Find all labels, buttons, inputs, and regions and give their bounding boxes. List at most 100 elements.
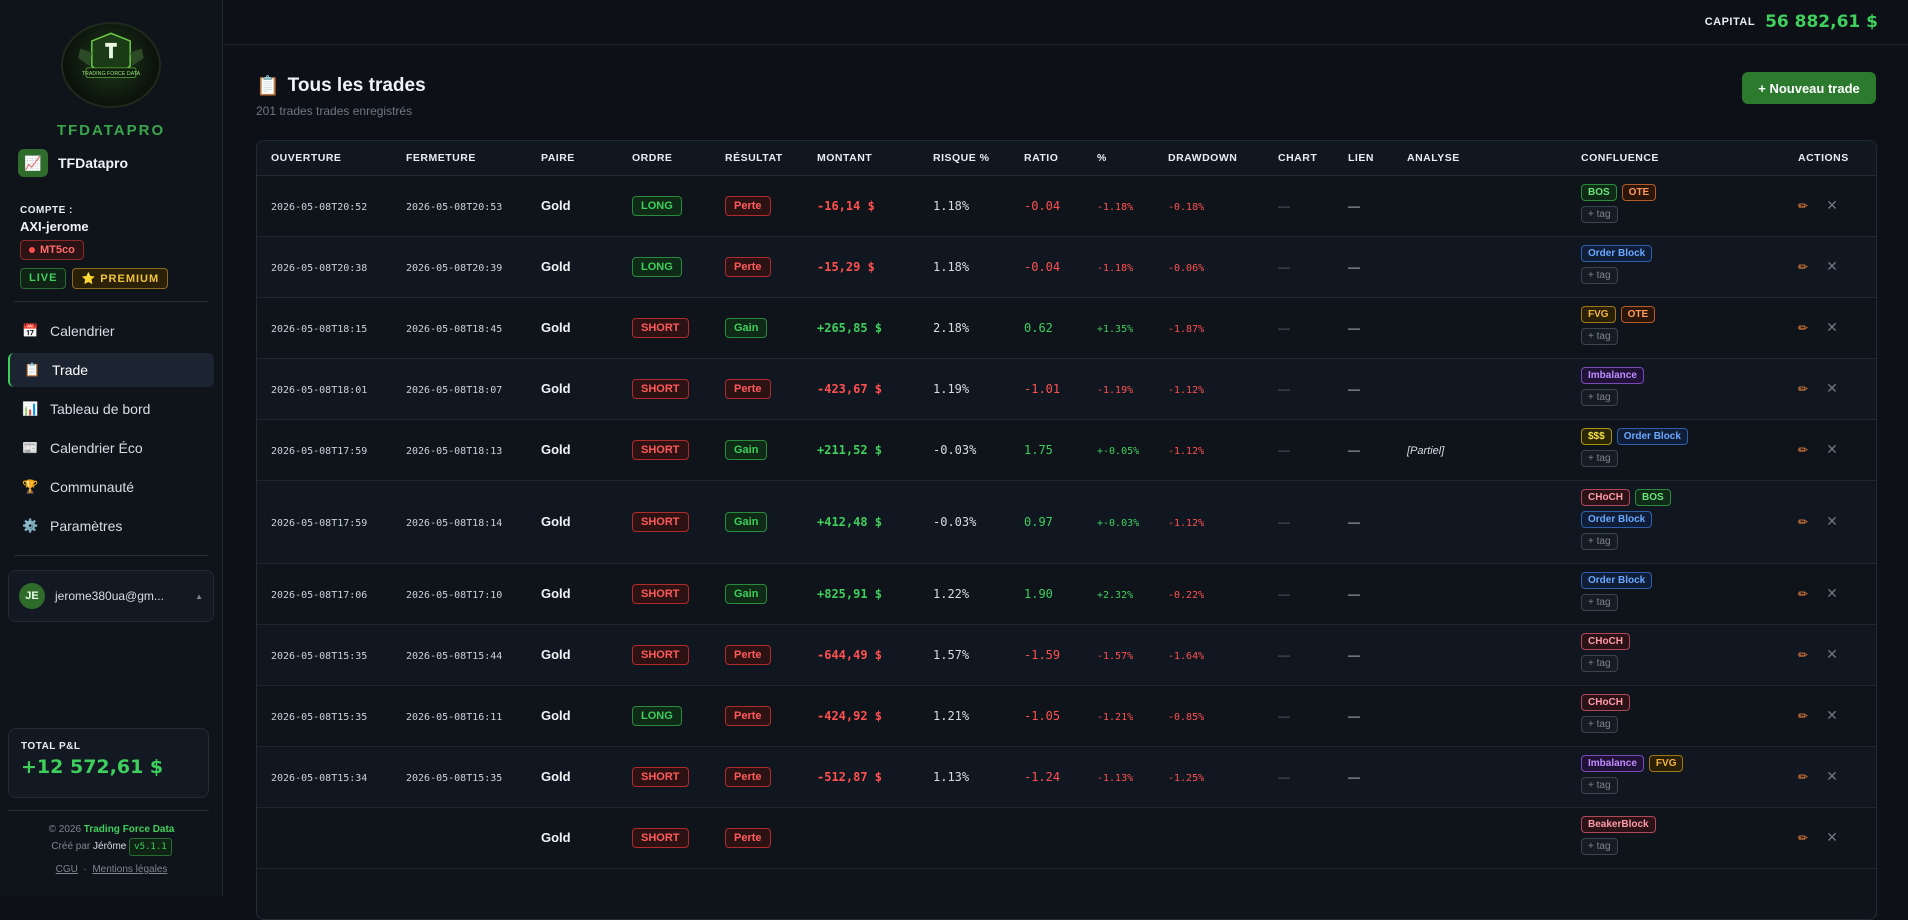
table-row[interactable]: 2026-05-08T18:01 2026-05-08T18:07 Gold SHOR… bbox=[257, 358, 1876, 420]
confluence-tag[interactable]: OTE bbox=[1620, 305, 1656, 323]
edit-pencil-icon[interactable]: ✏ bbox=[1798, 198, 1809, 213]
nav-item-parametres[interactable]: ⚙️ Paramètres bbox=[8, 509, 214, 543]
column-header[interactable]: RÉSULTAT bbox=[711, 141, 803, 176]
confluence-tag[interactable]: $$$ bbox=[1581, 427, 1612, 445]
external-link[interactable]: — bbox=[1348, 259, 1360, 274]
chart-link[interactable]: — bbox=[1278, 442, 1290, 457]
confluence-tag[interactable]: BOS bbox=[1581, 183, 1617, 201]
column-header[interactable]: % bbox=[1083, 141, 1154, 176]
nav-item-trade[interactable]: 📋 Trade bbox=[8, 353, 214, 387]
close-icon[interactable]: ✕ bbox=[1826, 829, 1838, 845]
confluence-tag[interactable]: Imbalance bbox=[1581, 754, 1644, 772]
column-header[interactable]: RATIO bbox=[1010, 141, 1083, 176]
column-header[interactable]: LIEN bbox=[1334, 141, 1393, 176]
external-link[interactable]: — bbox=[1348, 647, 1360, 662]
edit-pencil-icon[interactable]: ✏ bbox=[1798, 381, 1809, 396]
table-row[interactable]: 2026-05-08T17:59 2026-05-08T18:14 Gold SHOR… bbox=[257, 480, 1876, 564]
column-header[interactable]: RISQUE % bbox=[919, 141, 1010, 176]
confluence-tag[interactable]: CHoCH bbox=[1581, 693, 1630, 711]
confluence-tag[interactable]: CHoCH bbox=[1581, 632, 1630, 650]
close-icon[interactable]: ✕ bbox=[1826, 707, 1838, 723]
cgu-link[interactable]: CGU bbox=[55, 864, 78, 875]
table-row[interactable]: 2026-05-08T15:34 2026-05-08T15:35 Gold SHOR… bbox=[257, 746, 1876, 808]
external-link[interactable]: — bbox=[1348, 586, 1360, 601]
add-tag-button[interactable]: + tag bbox=[1581, 327, 1618, 345]
chart-link[interactable]: — bbox=[1278, 708, 1290, 723]
nav-item-calendrier-eco[interactable]: 📰 Calendrier Éco bbox=[8, 431, 214, 465]
table-row[interactable]: 2026-05-08T20:52 2026-05-08T20:53 Gold LONG… bbox=[257, 175, 1876, 237]
confluence-tag[interactable]: Order Block bbox=[1581, 244, 1653, 262]
edit-pencil-icon[interactable]: ✏ bbox=[1798, 647, 1809, 662]
chart-link[interactable]: — bbox=[1278, 769, 1290, 784]
column-header[interactable]: ORDRE bbox=[618, 141, 711, 176]
close-icon[interactable]: ✕ bbox=[1826, 197, 1838, 213]
chart-link[interactable]: — bbox=[1278, 259, 1290, 274]
chart-link[interactable]: — bbox=[1278, 198, 1290, 213]
edit-pencil-icon[interactable]: ✏ bbox=[1798, 830, 1809, 845]
external-link[interactable]: — bbox=[1348, 769, 1360, 784]
add-tag-button[interactable]: + tag bbox=[1581, 715, 1618, 733]
confluence-tag[interactable]: FVG bbox=[1648, 754, 1684, 772]
close-icon[interactable]: ✕ bbox=[1826, 646, 1838, 662]
add-tag-button[interactable]: + tag bbox=[1581, 388, 1618, 406]
table-row[interactable]: 2026-05-08T17:06 2026-05-08T17:10 Gold SHOR… bbox=[257, 563, 1876, 625]
edit-pencil-icon[interactable]: ✏ bbox=[1798, 259, 1809, 274]
column-header[interactable]: OUVERTURE bbox=[257, 141, 392, 176]
close-icon[interactable]: ✕ bbox=[1826, 513, 1838, 529]
add-tag-button[interactable]: + tag bbox=[1581, 654, 1618, 672]
column-header[interactable]: DRAWDOWN bbox=[1154, 141, 1264, 176]
edit-pencil-icon[interactable]: ✏ bbox=[1798, 586, 1809, 601]
column-header[interactable]: ACTIONS bbox=[1784, 141, 1876, 176]
column-header[interactable]: ANALYSE bbox=[1393, 141, 1567, 176]
confluence-tag[interactable]: FVG bbox=[1581, 305, 1616, 323]
chart-link[interactable]: — bbox=[1278, 586, 1290, 601]
nav-item-calendrier[interactable]: 📅 Calendrier bbox=[8, 314, 214, 348]
new-trade-button[interactable]: + Nouveau trade bbox=[1742, 72, 1876, 104]
confluence-tag[interactable]: CHoCH bbox=[1581, 488, 1630, 506]
close-icon[interactable]: ✕ bbox=[1826, 258, 1838, 274]
chart-link[interactable]: — bbox=[1278, 514, 1290, 529]
edit-pencil-icon[interactable]: ✏ bbox=[1798, 514, 1809, 529]
chart-link[interactable]: — bbox=[1278, 320, 1290, 335]
table-row[interactable]: 2026-05-08T18:15 2026-05-08T18:45 Gold SHOR… bbox=[257, 297, 1876, 359]
add-tag-button[interactable]: + tag bbox=[1581, 776, 1618, 794]
edit-pencil-icon[interactable]: ✏ bbox=[1798, 708, 1809, 723]
confluence-tag[interactable]: BOS bbox=[1635, 488, 1671, 506]
column-header[interactable]: CHART bbox=[1264, 141, 1334, 176]
column-header[interactable]: MONTANT bbox=[803, 141, 919, 176]
add-tag-button[interactable]: + tag bbox=[1581, 266, 1618, 284]
workspace-switcher[interactable]: 📈 TFDatapro bbox=[18, 149, 204, 177]
edit-pencil-icon[interactable]: ✏ bbox=[1798, 320, 1809, 335]
close-icon[interactable]: ✕ bbox=[1826, 380, 1838, 396]
nav-item-communaute[interactable]: 🏆 Communauté bbox=[8, 470, 214, 504]
add-tag-button[interactable]: + tag bbox=[1581, 532, 1618, 550]
add-tag-button[interactable]: + tag bbox=[1581, 205, 1618, 223]
table-row[interactable]: 2026-05-08T15:35 2026-05-08T15:44 Gold SHOR… bbox=[257, 624, 1876, 686]
external-link[interactable]: — bbox=[1348, 708, 1360, 723]
external-link[interactable]: — bbox=[1348, 514, 1360, 529]
edit-pencil-icon[interactable]: ✏ bbox=[1798, 442, 1809, 457]
confluence-tag[interactable]: OTE bbox=[1621, 183, 1657, 201]
table-row[interactable]: Gold SHORT Perte BeakerBlock + tag ✏ ✕ bbox=[257, 807, 1876, 869]
close-icon[interactable]: ✕ bbox=[1826, 441, 1838, 457]
confluence-tag[interactable]: Imbalance bbox=[1581, 366, 1644, 384]
column-header[interactable]: FERMETURE bbox=[392, 141, 527, 176]
table-row[interactable]: 2026-05-08T20:38 2026-05-08T20:39 Gold LONG… bbox=[257, 236, 1876, 298]
chart-link[interactable]: — bbox=[1278, 381, 1290, 396]
confluence-tag[interactable]: Order Block bbox=[1581, 510, 1653, 528]
add-tag-button[interactable]: + tag bbox=[1581, 837, 1618, 855]
close-icon[interactable]: ✕ bbox=[1826, 768, 1838, 784]
external-link[interactable]: — bbox=[1348, 320, 1360, 335]
edit-pencil-icon[interactable]: ✏ bbox=[1798, 769, 1809, 784]
brand-logo[interactable]: TRADING FORCE DATA bbox=[61, 22, 161, 108]
external-link[interactable]: — bbox=[1348, 381, 1360, 396]
close-icon[interactable]: ✕ bbox=[1826, 319, 1838, 335]
external-link[interactable]: — bbox=[1348, 198, 1360, 213]
close-icon[interactable]: ✕ bbox=[1826, 585, 1838, 601]
add-tag-button[interactable]: + tag bbox=[1581, 449, 1618, 467]
user-menu[interactable]: JE jerome380ua@gm... ▲ bbox=[8, 570, 214, 622]
confluence-tag[interactable]: Order Block bbox=[1616, 427, 1688, 445]
column-header[interactable]: PAIRE bbox=[527, 141, 618, 176]
table-row[interactable]: 2026-05-08T17:59 2026-05-08T18:13 Gold SHOR… bbox=[257, 419, 1876, 481]
external-link[interactable]: — bbox=[1348, 442, 1360, 457]
